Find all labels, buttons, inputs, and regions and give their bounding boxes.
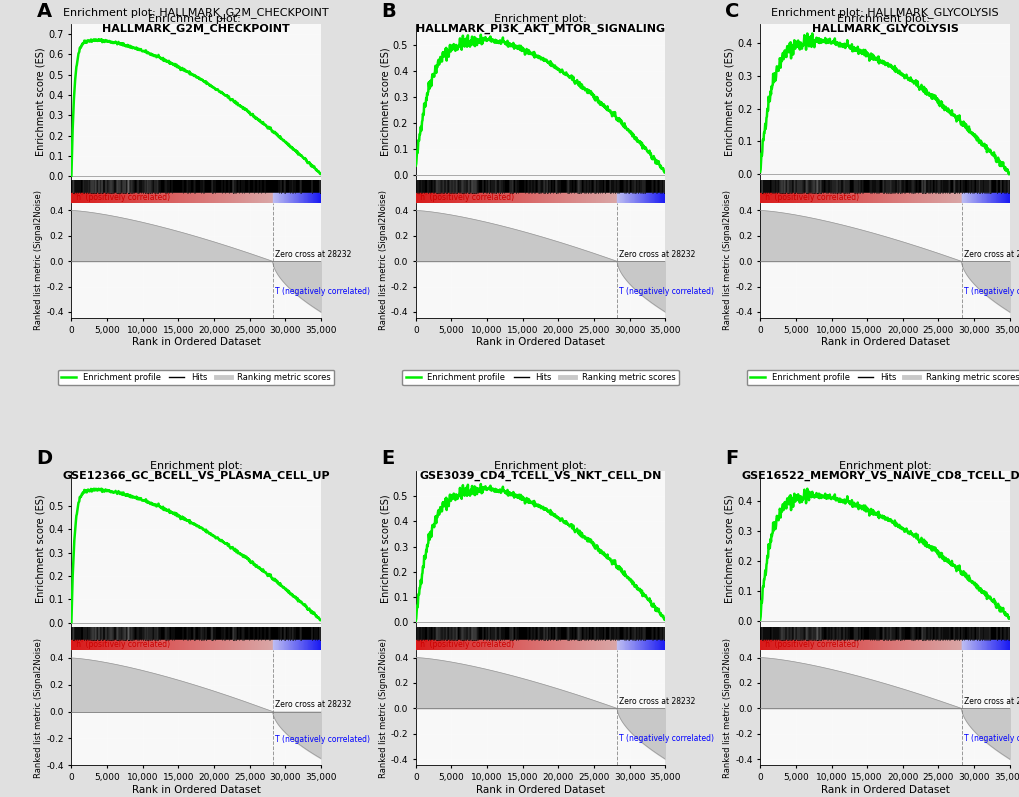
Y-axis label: Ranked list metric (Signal2Noise): Ranked list metric (Signal2Noise) xyxy=(35,190,44,331)
Text: GSE12366_GC_BCELL_VS_PLASMA_CELL_UP: GSE12366_GC_BCELL_VS_PLASMA_CELL_UP xyxy=(62,471,330,481)
Text: GSE16522_MEMORY_VS_NAIVE_CD8_TCELL_DN: GSE16522_MEMORY_VS_NAIVE_CD8_TCELL_DN xyxy=(740,471,1019,481)
Text: Enrichment plot: HALLMARK_G2M_CHECKPOINT: Enrichment plot: HALLMARK_G2M_CHECKPOINT xyxy=(63,6,329,18)
Y-axis label: Ranked list metric (Signal2Noise): Ranked list metric (Signal2Noise) xyxy=(378,190,387,331)
Text: F: F xyxy=(725,449,738,468)
Text: E: E xyxy=(380,449,393,468)
Text: GSE3039_CD4_TCELL_VS_NKT_CELL_DN: GSE3039_CD4_TCELL_VS_NKT_CELL_DN xyxy=(419,471,661,481)
Y-axis label: Enrichment score (ES): Enrichment score (ES) xyxy=(380,48,389,156)
Y-axis label: Ranked list metric (Signal2Noise): Ranked list metric (Signal2Noise) xyxy=(35,638,44,778)
Y-axis label: Ranked list metric (Signal2Noise): Ranked list metric (Signal2Noise) xyxy=(722,190,732,331)
Y-axis label: Enrichment score (ES): Enrichment score (ES) xyxy=(380,495,389,603)
Bar xyxy=(71,627,321,640)
Text: 'h' (positively correlated): 'h' (positively correlated) xyxy=(418,641,514,650)
Text: 'h' (positively correlated): 'h' (positively correlated) xyxy=(73,194,170,202)
X-axis label: Rank in Ordered Dataset: Rank in Ordered Dataset xyxy=(819,784,949,795)
Bar xyxy=(71,180,321,193)
X-axis label: Rank in Ordered Dataset: Rank in Ordered Dataset xyxy=(476,784,604,795)
Y-axis label: Enrichment score (ES): Enrichment score (ES) xyxy=(36,48,46,156)
Text: Enrichment plot: HALLMARK_GLYCOLYSIS: Enrichment plot: HALLMARK_GLYCOLYSIS xyxy=(770,6,998,18)
Text: Zero cross at 28232: Zero cross at 28232 xyxy=(963,250,1019,259)
Text: Enrichment plot:: Enrichment plot: xyxy=(494,14,586,24)
Y-axis label: Enrichment score (ES): Enrichment score (ES) xyxy=(723,495,734,603)
Text: T (negatively correlated): T (negatively correlated) xyxy=(963,734,1019,744)
Text: T (negatively correlated): T (negatively correlated) xyxy=(963,287,1019,296)
Text: Zero cross at 28232: Zero cross at 28232 xyxy=(963,697,1019,706)
Text: Zero cross at 28232: Zero cross at 28232 xyxy=(274,250,351,259)
Text: B: B xyxy=(380,2,395,21)
Legend: Enrichment profile, Hits, Ranking metric scores: Enrichment profile, Hits, Ranking metric… xyxy=(746,370,1019,385)
X-axis label: Rank in Ordered Dataset: Rank in Ordered Dataset xyxy=(819,337,949,347)
X-axis label: Rank in Ordered Dataset: Rank in Ordered Dataset xyxy=(131,784,261,795)
Text: Enrichment plot:: Enrichment plot: xyxy=(494,461,586,471)
Text: T (negatively correlated): T (negatively correlated) xyxy=(619,287,713,296)
Bar xyxy=(759,627,1009,640)
Bar xyxy=(416,627,664,640)
Legend: Enrichment profile, Hits, Ranking metric scores: Enrichment profile, Hits, Ranking metric… xyxy=(401,370,679,385)
Text: Enrichment plot:: Enrichment plot: xyxy=(838,461,930,471)
Text: 'h' (positively correlated): 'h' (positively correlated) xyxy=(73,641,170,650)
Text: T (negatively correlated): T (negatively correlated) xyxy=(619,734,713,744)
Bar xyxy=(416,180,664,193)
Text: T (negatively correlated): T (negatively correlated) xyxy=(274,287,370,296)
Text: Zero cross at 28232: Zero cross at 28232 xyxy=(619,697,695,706)
Text: D: D xyxy=(37,449,53,468)
Legend: Enrichment profile, Hits, Ranking metric scores: Enrichment profile, Hits, Ranking metric… xyxy=(58,370,334,385)
Text: 'h' (positively correlated): 'h' (positively correlated) xyxy=(762,641,858,650)
Y-axis label: Ranked list metric (Signal2Noise): Ranked list metric (Signal2Noise) xyxy=(722,638,732,778)
Text: C: C xyxy=(725,2,739,21)
Text: Enrichment plot:: Enrichment plot: xyxy=(148,14,245,24)
Text: Enrichment plot:: Enrichment plot: xyxy=(836,14,932,24)
Text: HALLMARK_PI3K_AKT_MTOR_SIGNALING: HALLMARK_PI3K_AKT_MTOR_SIGNALING xyxy=(416,24,664,34)
Y-axis label: Ranked list metric (Signal2Noise): Ranked list metric (Signal2Noise) xyxy=(378,638,387,778)
Text: Zero cross at 28232: Zero cross at 28232 xyxy=(274,701,351,709)
Text: 'h' (positively correlated): 'h' (positively correlated) xyxy=(762,194,858,202)
Text: HALLMARK_GLYCOLYSIS: HALLMARK_GLYCOLYSIS xyxy=(811,24,958,34)
Text: Zero cross at 28232: Zero cross at 28232 xyxy=(619,250,695,259)
Text: 'h' (positively correlated): 'h' (positively correlated) xyxy=(418,194,514,202)
Text: HALLMARK_G2M_CHECKPOINT: HALLMARK_G2M_CHECKPOINT xyxy=(102,24,289,34)
X-axis label: Rank in Ordered Dataset: Rank in Ordered Dataset xyxy=(476,337,604,347)
Bar xyxy=(759,180,1009,193)
Y-axis label: Enrichment score (ES): Enrichment score (ES) xyxy=(723,48,734,156)
Y-axis label: Enrichment score (ES): Enrichment score (ES) xyxy=(36,495,46,603)
Text: Enrichment plot:: Enrichment plot: xyxy=(150,461,243,471)
Text: A: A xyxy=(37,2,52,21)
X-axis label: Rank in Ordered Dataset: Rank in Ordered Dataset xyxy=(131,337,261,347)
Text: T (negatively correlated): T (negatively correlated) xyxy=(274,735,370,744)
